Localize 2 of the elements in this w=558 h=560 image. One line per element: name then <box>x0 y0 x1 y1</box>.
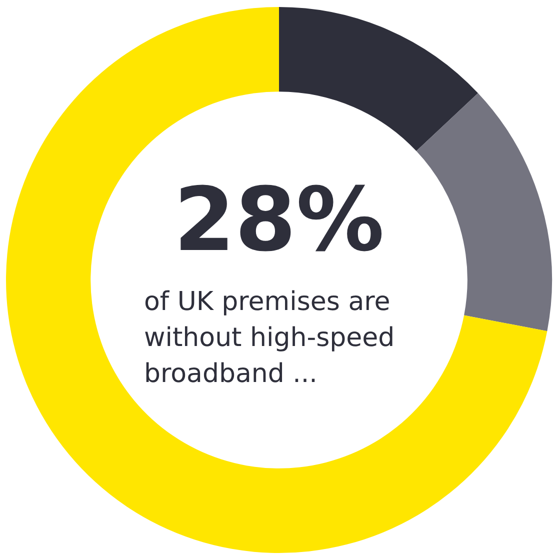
text: of UK premises are without high-speed broadband ... <box>144 287 395 389</box>
text: 28% <box>174 168 384 271</box>
